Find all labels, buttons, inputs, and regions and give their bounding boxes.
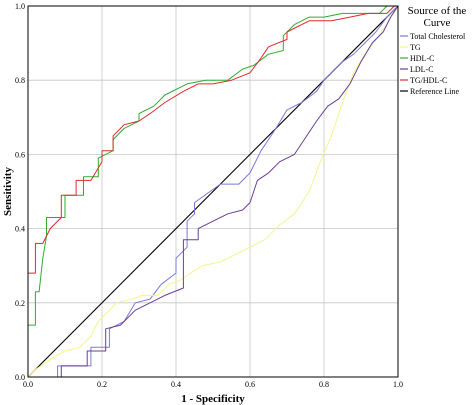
- x-tick-label: 1.0: [393, 380, 403, 389]
- legend-title-line1: Source of the: [408, 5, 467, 17]
- legend-title-line2: Curve: [424, 17, 451, 29]
- legend-label: HDL-C: [410, 54, 434, 63]
- x-tick-label: 0.8: [319, 380, 329, 389]
- x-tick-label: 0.6: [245, 380, 255, 389]
- y-tick-label: 0.0: [15, 373, 25, 382]
- legend-label: Reference Line: [410, 87, 460, 96]
- plot-frame: [27, 5, 399, 378]
- y-tick-label: 0.2: [15, 299, 25, 308]
- series-line-hdl-c: [28, 5, 398, 326]
- tick-labels: 0.0 0.2 0.4 0.6 0.8 1.0 0.0 0.2 0.4 0.6 0.8 1.0: [15, 2, 403, 389]
- legend-label: Total Cholesterol: [410, 32, 466, 41]
- y-axis-title: Sensitivity: [2, 167, 14, 216]
- legend-label: TG: [410, 43, 421, 52]
- legend-items: Total Cholesterol TG HDL-C LDL-C TG/HDL-C Ref…: [400, 32, 466, 96]
- legend-label: LDL-C: [410, 65, 434, 74]
- y-tick-label: 0.8: [15, 76, 25, 85]
- y-tick-label: 1.0: [15, 2, 25, 11]
- grid: [28, 6, 398, 377]
- x-tick-label: 0.2: [97, 380, 107, 389]
- x-axis-title: 1 - Specificity: [181, 393, 245, 405]
- x-tick-label: 0.4: [171, 380, 181, 389]
- x-tick-label: 0.0: [23, 380, 33, 389]
- y-tick-label: 0.6: [15, 150, 25, 159]
- legend: Source of the Curve Total Cholesterol TG H…: [400, 5, 466, 96]
- series-line-total-cholesterol: [28, 5, 399, 378]
- series-line-tg-hdl-c: [28, 5, 398, 274]
- series-line-ldl-c: [28, 5, 399, 378]
- series-layer: [27, 5, 399, 378]
- y-tick-label: 0.4: [15, 225, 25, 234]
- series-line-tg: [27, 5, 399, 378]
- legend-label: TG/HDL-C: [410, 76, 447, 85]
